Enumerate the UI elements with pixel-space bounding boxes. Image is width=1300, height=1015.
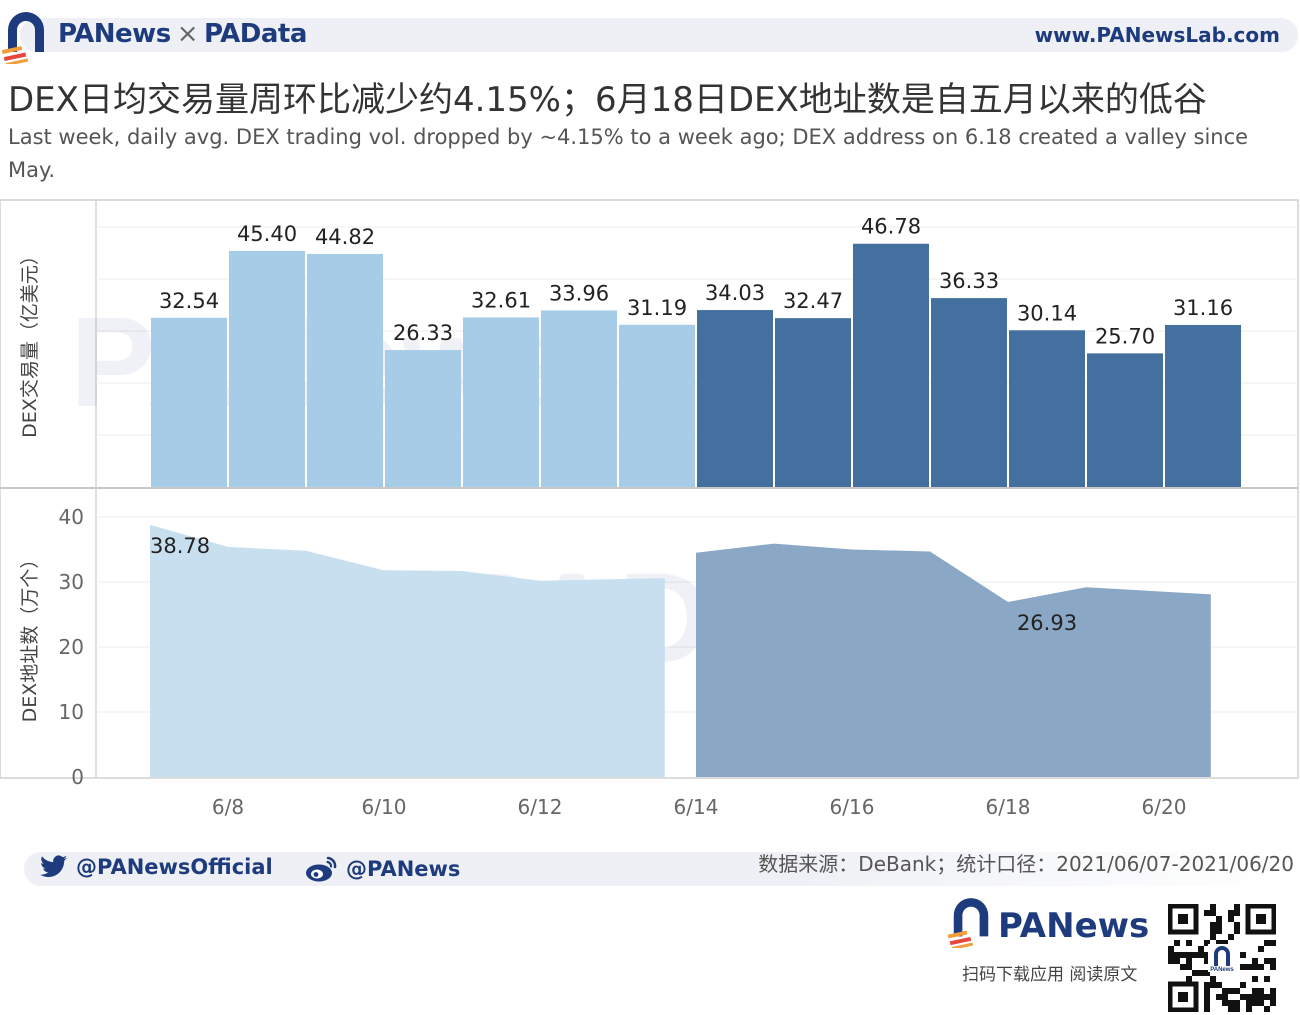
address-y-axis-label: DEX地址数（万个）	[19, 550, 41, 723]
address-y-tick: 30	[59, 570, 84, 594]
volume-bar	[307, 253, 383, 487]
volume-bar	[775, 318, 851, 487]
x-tick-label: 6/16	[830, 795, 875, 819]
header-bar: PANews × PAData www.PANewsLab.com	[0, 12, 1300, 64]
address-y-tick: 0	[71, 765, 84, 789]
footer-brand: PANews	[998, 906, 1150, 946]
volume-bar-label: 36.33	[939, 269, 999, 293]
weibo-handle-text: @PANews	[346, 857, 461, 881]
volume-bar	[151, 317, 227, 487]
volume-bar-label: 46.78	[861, 215, 921, 239]
volume-bar-label: 31.16	[1173, 296, 1233, 320]
twitter-handle[interactable]: @PANewsOfficial	[40, 855, 273, 879]
x-axis-ticks: 6/8 6/10 6/12 6/14 6/16 6/18 6/20	[212, 795, 1187, 819]
volume-bar-label: 34.03	[705, 281, 765, 305]
volume-bar-label: 44.82	[315, 225, 375, 249]
qr-code-icon[interactable]: PANews	[1168, 904, 1276, 1012]
qr-center-brand: PANews	[1210, 967, 1234, 973]
volume-bar-labels: 32.54 45.40 44.82 26.33 32.61 33.96 31.19 34.03…	[159, 215, 1233, 349]
brand-padata: PAData	[203, 19, 307, 49]
site-url-link[interactable]: www.PANewsLab.com	[1034, 23, 1280, 47]
volume-bar-label: 26.33	[393, 321, 453, 345]
volume-bar	[1165, 324, 1241, 487]
volume-bar-label: 32.61	[471, 288, 531, 312]
volume-bar-label: 33.96	[549, 281, 609, 305]
volume-bar-label: 32.47	[783, 289, 843, 313]
volume-bar-label: 30.14	[1017, 301, 1077, 325]
volume-bar	[541, 310, 617, 487]
address-y-tick: 10	[59, 700, 84, 724]
x-tick-label: 6/18	[986, 795, 1031, 819]
panews-logo-icon	[2, 12, 44, 64]
brand-panews: PANews	[58, 19, 171, 49]
data-source-note: 数据来源：DeBank；统计口径：2021/06/07-2021/06/20	[758, 852, 1294, 876]
header-brand: PANews × PAData	[58, 19, 307, 49]
chart-subtitle: Last week, daily avg. DEX trading vol. d…	[8, 125, 1249, 182]
qr-pattern	[1168, 904, 1276, 1012]
footer-social-bar: @PANewsOfficial @PANews	[24, 852, 1294, 886]
app-download-note: 扫码下载应用 阅读原文	[962, 965, 1138, 985]
address-areas	[150, 524, 1211, 777]
volume-bar-label: 31.19	[627, 296, 687, 320]
x-tick-label: 6/12	[518, 795, 563, 819]
dex-chart: PANews PAData 32.5445.4044.8226.3332.613…	[0, 199, 1299, 819]
weibo-icon	[306, 856, 337, 882]
address-y-tick: 40	[59, 505, 84, 529]
volume-bar	[1087, 353, 1163, 487]
weibo-handle[interactable]: @PANews	[304, 855, 460, 883]
x-tick-label: 6/20	[1142, 795, 1187, 819]
volume-bar	[853, 243, 929, 487]
volume-bar-label: 32.54	[159, 289, 219, 313]
chart-title: DEX日均交易量周环比减少约4.15%；6月18日DEX地址数是自五月以来的低谷	[8, 80, 1207, 120]
x-tick-label: 6/10	[362, 795, 407, 819]
address-annotations: 38.78 26.93	[150, 534, 1077, 635]
address-y-tick: 20	[59, 635, 84, 659]
panews-logo-icon-bottom	[948, 898, 989, 948]
twitter-icon	[40, 855, 67, 878]
address-area-series	[150, 524, 665, 777]
volume-y-axis-label: DEX交易量（亿美元）	[19, 246, 41, 438]
x-tick-label: 6/14	[674, 795, 719, 819]
volume-bar-label: 45.40	[237, 222, 297, 246]
brand-separator: ×	[176, 19, 199, 49]
volume-bar	[931, 298, 1007, 487]
twitter-handle-text: @PANewsOfficial	[76, 855, 273, 879]
volume-bar-label: 25.70	[1095, 324, 1155, 348]
volume-bar	[463, 317, 539, 487]
address-area-series	[696, 543, 1211, 777]
address-annotation-label: 38.78	[150, 534, 210, 558]
address-annotation-label: 26.93	[1017, 611, 1077, 635]
volume-bar	[1009, 330, 1085, 487]
volume-bar	[385, 350, 461, 487]
volume-bar	[697, 310, 773, 487]
x-tick-label: 6/8	[212, 795, 244, 819]
volume-bars	[151, 243, 1241, 487]
volume-bar	[229, 250, 305, 487]
header-background	[20, 18, 1298, 52]
volume-bar	[619, 324, 695, 487]
address-y-ticks: 0 10 20 30 40	[59, 505, 84, 789]
